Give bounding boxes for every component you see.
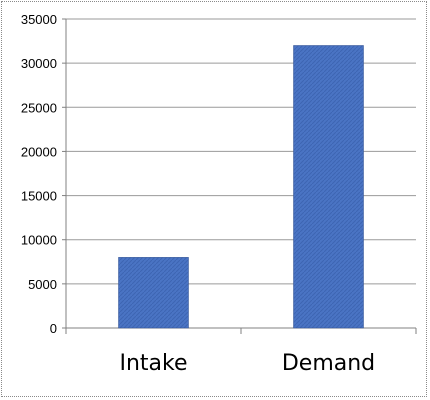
bar-intake [118,257,189,329]
y-tick-label: 0 [50,321,57,336]
x-category-label-intake: Intake [119,351,187,376]
y-axis: 0 5000 10000 15000 20000 25000 30000 35000 [21,12,67,336]
x-category-label-demand: Demand [282,351,375,376]
y-tick-label: 15000 [21,189,57,204]
bar-demand [293,45,364,329]
y-tick-label: 35000 [21,12,57,27]
category-labels: Intake Demand [119,351,375,376]
y-tick-label: 5000 [28,277,57,292]
y-tick-label: 30000 [21,56,57,71]
y-tick-label: 20000 [21,144,57,159]
bars [118,45,364,329]
y-tick-label: 25000 [21,100,57,115]
x-axis [65,327,417,334]
y-tick-label: 10000 [21,233,57,248]
